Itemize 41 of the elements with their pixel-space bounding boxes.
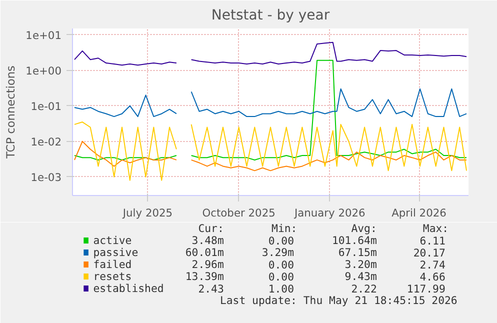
text: 3.48m — [192, 234, 224, 247]
text: 2.22 — [351, 282, 377, 296]
x-tick-label: January 2026 — [293, 206, 366, 220]
text: 0.00 — [268, 258, 294, 272]
text: 2.43 — [198, 282, 224, 296]
chart-title: Netstat - by year — [211, 8, 330, 24]
text: 3.29m — [262, 246, 294, 259]
legend-label: passive — [93, 246, 138, 259]
y-tick-label: 1e-03 — [30, 170, 62, 184]
y-tick-label: 1e+01 — [26, 28, 62, 42]
y-axis-title: TCP connections — [4, 65, 18, 160]
text: 67.15m — [338, 246, 377, 259]
text: 20.17 — [413, 246, 446, 260]
text: 1.00 — [268, 282, 294, 296]
legend-label: active — [93, 234, 132, 247]
legend-label: established — [93, 282, 164, 295]
text: 117.99 — [406, 282, 446, 296]
text: Avg: — [351, 222, 377, 235]
text: 0.00 — [268, 270, 294, 284]
text: Last update: Thu May 21 18:45:15 2026 — [220, 294, 458, 307]
text: 0.00 — [268, 234, 294, 248]
y-tick-label: 1e+00 — [26, 64, 62, 78]
text: 60.01m — [185, 246, 224, 259]
text: 13.39m — [185, 270, 224, 283]
text: 3.20m — [344, 258, 377, 271]
x-tick-label: April 2026 — [392, 206, 447, 220]
x-tick-label: October 2025 — [202, 206, 276, 220]
text: Min: — [272, 222, 298, 235]
legend-label: failed — [93, 258, 132, 271]
text: 2.96m — [192, 258, 224, 271]
text: Max: — [422, 222, 449, 235]
legend-label: resets — [93, 270, 132, 283]
text: 6.11 — [420, 234, 446, 248]
text: 9.43m — [344, 270, 377, 283]
text: Cur: — [198, 222, 224, 235]
text: 101.64m — [332, 234, 377, 247]
y-tick-label: 1e-01 — [30, 100, 62, 113]
text: 2.74 — [420, 258, 446, 272]
x-tick-label: July 2025 — [122, 206, 173, 220]
text: 4.66 — [420, 270, 446, 284]
y-tick-label: 1e-02 — [30, 135, 62, 148]
